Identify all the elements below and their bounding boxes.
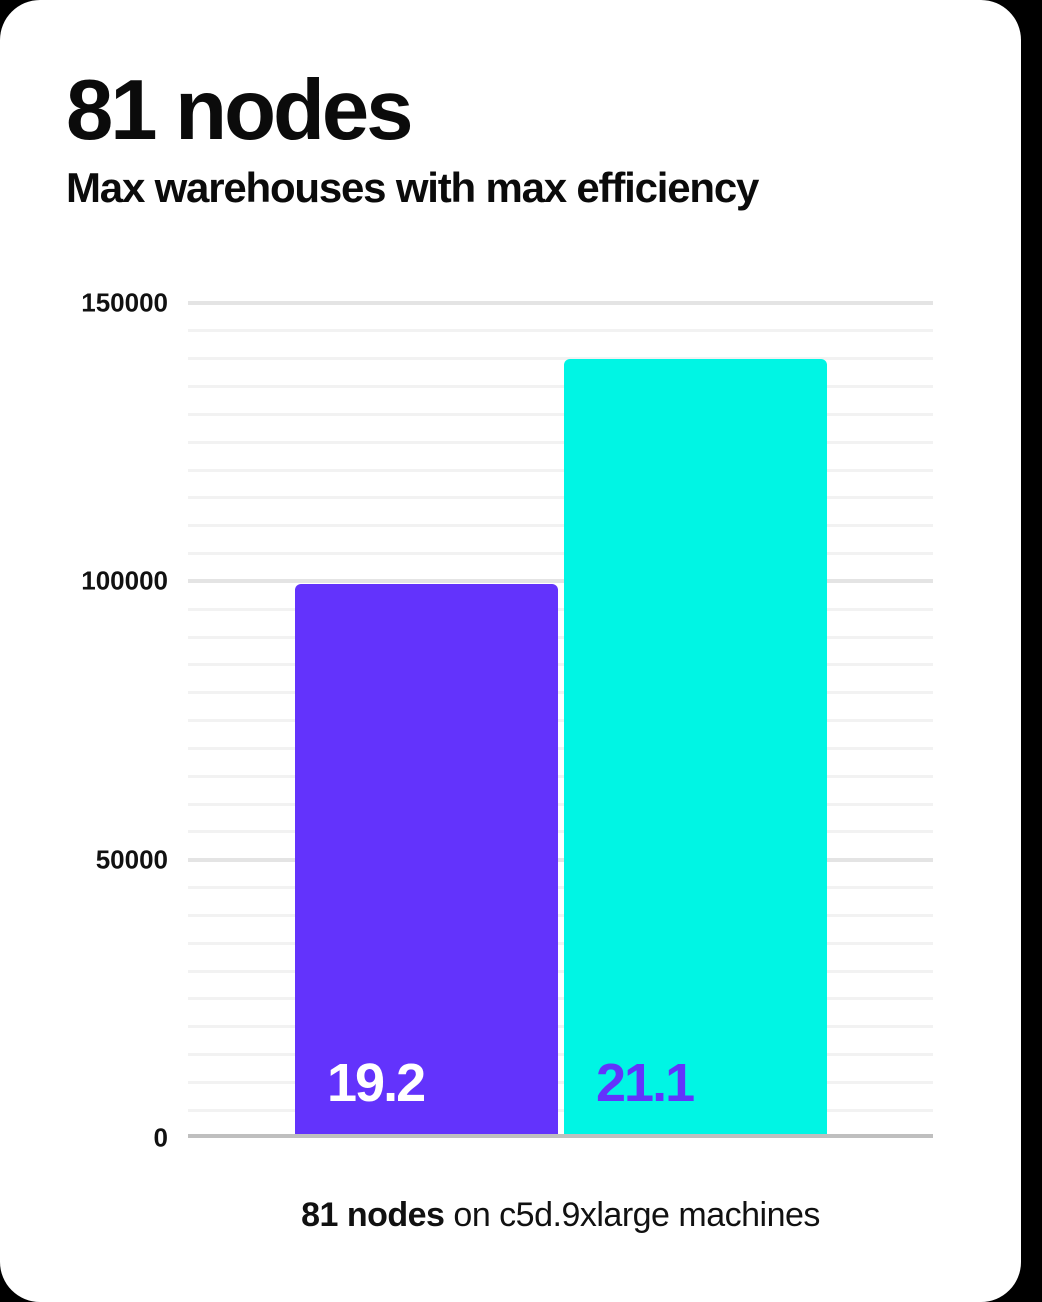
minor-gridline: [188, 357, 933, 361]
minor-gridline: [188, 552, 933, 555]
y-axis-tick-label: 0: [153, 1122, 168, 1153]
chart-card: 81 nodes Max warehouses with max efficie…: [0, 0, 1021, 1302]
chart-caption: 81 nodes on c5d.9xlarge machines: [188, 1196, 933, 1235]
y-axis-tick-label: 100000: [81, 565, 168, 596]
minor-gridline: [188, 913, 933, 917]
major-gridline: [188, 857, 933, 862]
major-gridline: [188, 301, 933, 305]
minor-gridline: [188, 1080, 933, 1084]
minor-gridline: [188, 719, 933, 722]
bar-value-label: 19.2: [327, 1052, 426, 1113]
bar-19.2: 19.2: [295, 584, 558, 1136]
minor-gridline: [188, 329, 933, 333]
minor-gridline: [188, 774, 933, 778]
minor-gridline: [188, 468, 933, 472]
minor-gridline: [188, 941, 933, 945]
y-axis-tick-label: 50000: [95, 844, 168, 875]
minor-gridline: [188, 886, 933, 889]
minor-gridline: [188, 1025, 933, 1029]
minor-gridline: [188, 691, 933, 695]
major-gridline: [188, 579, 933, 584]
y-axis-tick-label: 150000: [81, 287, 168, 318]
minor-gridline: [188, 969, 933, 973]
minor-gridline: [188, 524, 933, 528]
minor-gridline: [188, 802, 933, 806]
minor-gridline: [188, 1053, 933, 1056]
bar-21.1: 21.1: [564, 358, 827, 1136]
chart-subtitle: Max warehouses with max efficiency: [66, 164, 759, 211]
minor-gridline: [188, 663, 933, 667]
minor-gridline: [188, 635, 933, 639]
minor-gridline: [188, 1108, 933, 1112]
chart-title: 81 nodes: [66, 63, 413, 158]
caption-bold-text: 81 nodes: [301, 1196, 445, 1234]
minor-gridline: [188, 830, 933, 834]
minor-gridline: [188, 746, 933, 750]
minor-gridline: [188, 997, 933, 1001]
minor-gridline: [188, 496, 933, 500]
minor-gridline: [188, 412, 933, 416]
minor-gridline: [188, 607, 933, 611]
caption-regular-text: on c5d.9xlarge machines: [444, 1196, 820, 1234]
minor-gridline: [188, 440, 933, 444]
bar-value-label: 21.1: [596, 1052, 695, 1113]
x-axis-line: [188, 1134, 933, 1138]
minor-gridline: [188, 385, 933, 388]
